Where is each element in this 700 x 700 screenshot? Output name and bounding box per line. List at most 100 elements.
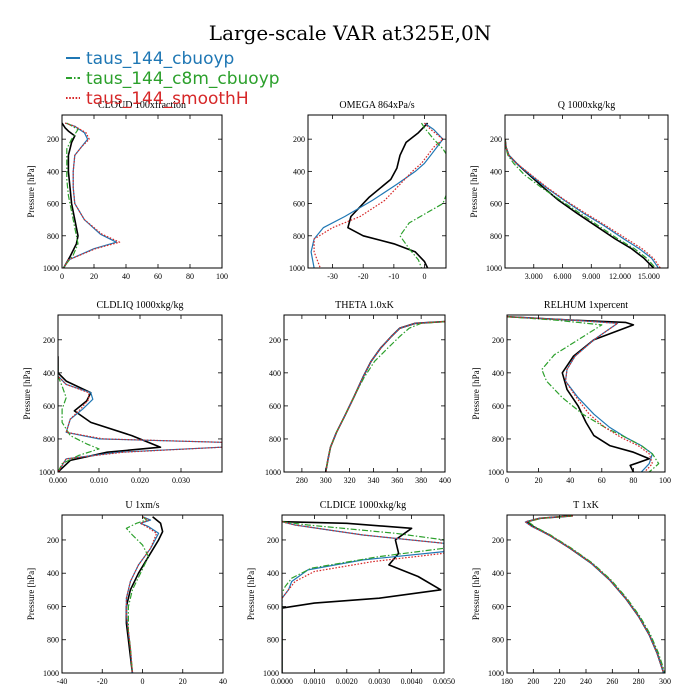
y-tick-label: 600 (47, 602, 59, 611)
y-tick-label: 600 (293, 200, 305, 209)
panel-9: T 1xK 180 200 220 240 260 280 300 200 400 600 800 10… (471, 500, 671, 686)
series-line-smoothH (125, 516, 158, 673)
legend-item-smoothh: taus_144_smoothH (66, 89, 249, 109)
series-group (58, 356, 222, 472)
y-tick-label: 1000 (263, 669, 279, 678)
legend-label-c8m-cbuoyp: taus_144_c8m_cbuoyp (86, 69, 280, 89)
panel-title: T 1xK (573, 500, 599, 511)
y-tick-label: 400 (43, 369, 55, 378)
series-group (282, 520, 444, 673)
y-tick-label: 800 (492, 636, 504, 645)
y-tick-label: 400 (269, 369, 281, 378)
x-tick-label: 9.000 (582, 272, 600, 281)
panel-5: THETA 1.0xK 280 300 320 340 360 380 400 200 400 60… (265, 300, 451, 485)
x-tick-label: 320 (344, 476, 356, 485)
y-tick-label: 800 (267, 636, 279, 645)
y-tick-label: 200 (293, 135, 305, 144)
series-line-smoothH (58, 364, 222, 472)
x-tick-label: 0.0050 (433, 677, 455, 686)
y-tick-label: 400 (47, 569, 59, 578)
x-tick-label: 400 (439, 476, 451, 485)
series-line-c8m-cbuoyp (325, 321, 445, 472)
panel-2: OMEGA 864xPa/s -30 -20 -10 0 200 400 600 800 1000 (289, 100, 447, 281)
y-tick-label: 800 (293, 232, 305, 241)
x-tick-label: 360 (391, 476, 403, 485)
panel-title: U 1xm/s (125, 500, 159, 511)
panel-frame (504, 114, 669, 269)
x-tick-label: 0.0030 (368, 677, 390, 686)
y-tick-label: 600 (47, 200, 59, 209)
y-tick-label: 200 (269, 336, 281, 345)
y-tick-label: 800 (269, 435, 281, 444)
x-tick-label: 380 (415, 476, 427, 485)
x-tick-label: 0 (505, 476, 509, 485)
y-tick-label: 400 (490, 167, 502, 176)
x-tick-label: 0.010 (90, 476, 108, 485)
y-axis-label: Pressure [hPa] (246, 568, 256, 620)
x-tick-label: 20 (90, 272, 98, 281)
panel-title: THETA 1.0xK (335, 300, 394, 311)
y-tick-label: 800 (43, 435, 55, 444)
x-tick-label: 300 (659, 677, 671, 686)
series-line-c8m-cbuoyp (507, 316, 660, 472)
series-line-smoothH (507, 316, 654, 472)
y-tick-label: 400 (492, 369, 504, 378)
series-line-control (282, 520, 442, 673)
y-tick-label: 800 (47, 636, 59, 645)
x-tick-label: 340 (367, 476, 379, 485)
series-line-smoothH (63, 122, 121, 268)
x-tick-label: 15.000 (638, 272, 660, 281)
y-tick-label: 600 (43, 402, 55, 411)
x-tick-label: 0.0040 (401, 677, 423, 686)
x-tick-label: 60 (154, 272, 162, 281)
x-tick-label: 260 (606, 677, 618, 686)
panel-title: Q 1000xkg/kg (558, 100, 616, 111)
y-tick-label: 600 (490, 200, 502, 209)
series-line-control (347, 122, 429, 268)
y-axis-label: Pressure [hPa] (471, 367, 481, 419)
y-tick-label: 200 (267, 536, 279, 545)
y-tick-label: 1000 (289, 264, 305, 273)
x-tick-label: 280 (633, 677, 645, 686)
x-tick-label: 12.000 (609, 272, 631, 281)
x-tick-label: 240 (580, 677, 592, 686)
y-tick-label: 400 (492, 569, 504, 578)
y-axis-label: Pressure [hPa] (26, 165, 36, 217)
panel-title: CLDLIQ 1000xkg/kg (97, 300, 184, 311)
legend: taus_144_cbuoyp taus_144_c8m_cbuoyp taus… (66, 49, 280, 109)
series-line-c8m-cbuoyp (399, 122, 446, 268)
x-tick-label: 0.0000 (271, 677, 293, 686)
series-line-c8m-cbuoyp (58, 364, 100, 472)
panel-frame (283, 314, 446, 473)
x-tick-label: 0.030 (172, 476, 190, 485)
series-line-control (58, 356, 162, 472)
x-tick-label: -20 (358, 272, 369, 281)
figure-title: Large-scale VAR at325E,0N (209, 21, 491, 45)
x-tick-label: 280 (296, 476, 308, 485)
panel-8: CLDICE 1000xkg/kg 0.0000 0.0010 0.0020 0.003… (246, 500, 455, 686)
x-tick-label: 0.000 (49, 476, 67, 485)
series-group (524, 515, 665, 673)
y-tick-label: 200 (43, 336, 55, 345)
x-tick-label: 180 (501, 677, 513, 686)
series-line-smoothH (505, 139, 661, 268)
series-line-c8m-cbuoyp (63, 122, 79, 268)
series-line-smoothH (313, 122, 444, 268)
y-tick-label: 600 (492, 402, 504, 411)
panel-7: U 1xm/s -40 -20 0 20 40 200 400 600 800 1000 Pressu… (26, 500, 227, 686)
panel-title: CLOUD 100xfraction (98, 100, 186, 111)
x-tick-label: 20 (535, 476, 543, 485)
x-tick-label: -30 (327, 272, 338, 281)
y-tick-label: 200 (490, 135, 502, 144)
x-tick-label: 80 (186, 272, 194, 281)
y-tick-label: 800 (492, 435, 504, 444)
x-tick-label: 6.000 (554, 272, 572, 281)
series-line-c8m-cbuoyp (125, 516, 150, 673)
y-tick-label: 800 (47, 232, 59, 241)
series-group (310, 122, 446, 268)
panel-frame (61, 114, 223, 269)
x-tick-label: 60 (598, 476, 606, 485)
series-line-control (507, 315, 651, 472)
panel-title: CLDICE 1000xkg/kg (320, 500, 406, 511)
